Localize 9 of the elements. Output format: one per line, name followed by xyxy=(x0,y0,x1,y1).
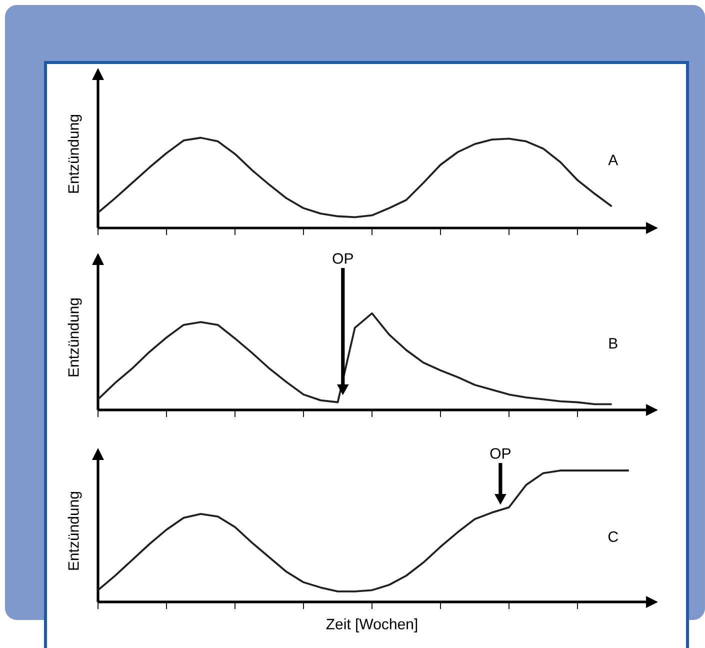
text: OP xyxy=(332,253,353,264)
y-axis-title: Entzündung xyxy=(68,114,82,193)
annotation: C xyxy=(608,531,618,542)
text: OP xyxy=(490,448,510,459)
annotation: A xyxy=(608,154,618,166)
x-axis-title: Zeit [Wochen] xyxy=(326,618,418,632)
y-axis-title: Entzündung xyxy=(68,298,82,376)
annotation: B xyxy=(609,338,618,348)
y-axis-title: Entzündung xyxy=(68,492,82,570)
